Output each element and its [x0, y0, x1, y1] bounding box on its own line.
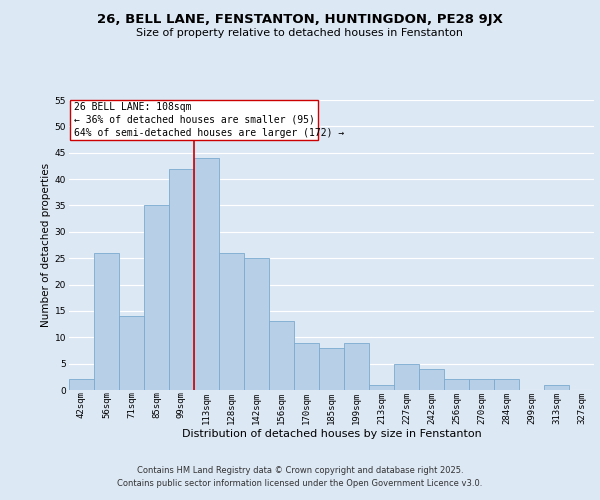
Text: Size of property relative to detached houses in Fenstanton: Size of property relative to detached ho… — [137, 28, 464, 38]
Bar — [169, 168, 194, 390]
Text: 26, BELL LANE, FENSTANTON, HUNTINGDON, PE28 9JX: 26, BELL LANE, FENSTANTON, HUNTINGDON, P… — [97, 12, 503, 26]
Bar — [419, 369, 444, 390]
Bar — [94, 253, 119, 390]
Bar — [369, 384, 394, 390]
Bar — [269, 322, 294, 390]
Bar — [69, 380, 94, 390]
Bar — [494, 380, 519, 390]
Bar — [294, 342, 319, 390]
Bar — [394, 364, 419, 390]
Bar — [444, 380, 469, 390]
Text: Contains HM Land Registry data © Crown copyright and database right 2025.
Contai: Contains HM Land Registry data © Crown c… — [118, 466, 482, 487]
Bar — [119, 316, 144, 390]
Y-axis label: Number of detached properties: Number of detached properties — [41, 163, 50, 327]
Bar — [219, 253, 244, 390]
Bar — [194, 158, 219, 390]
Bar — [70, 100, 318, 140]
Bar — [344, 342, 369, 390]
Bar — [319, 348, 344, 390]
Bar — [469, 380, 494, 390]
X-axis label: Distribution of detached houses by size in Fenstanton: Distribution of detached houses by size … — [182, 429, 481, 439]
Bar — [544, 384, 569, 390]
Text: 26 BELL LANE: 108sqm
← 36% of detached houses are smaller (95)
64% of semi-detac: 26 BELL LANE: 108sqm ← 36% of detached h… — [74, 102, 344, 138]
Bar — [144, 206, 169, 390]
Bar — [244, 258, 269, 390]
